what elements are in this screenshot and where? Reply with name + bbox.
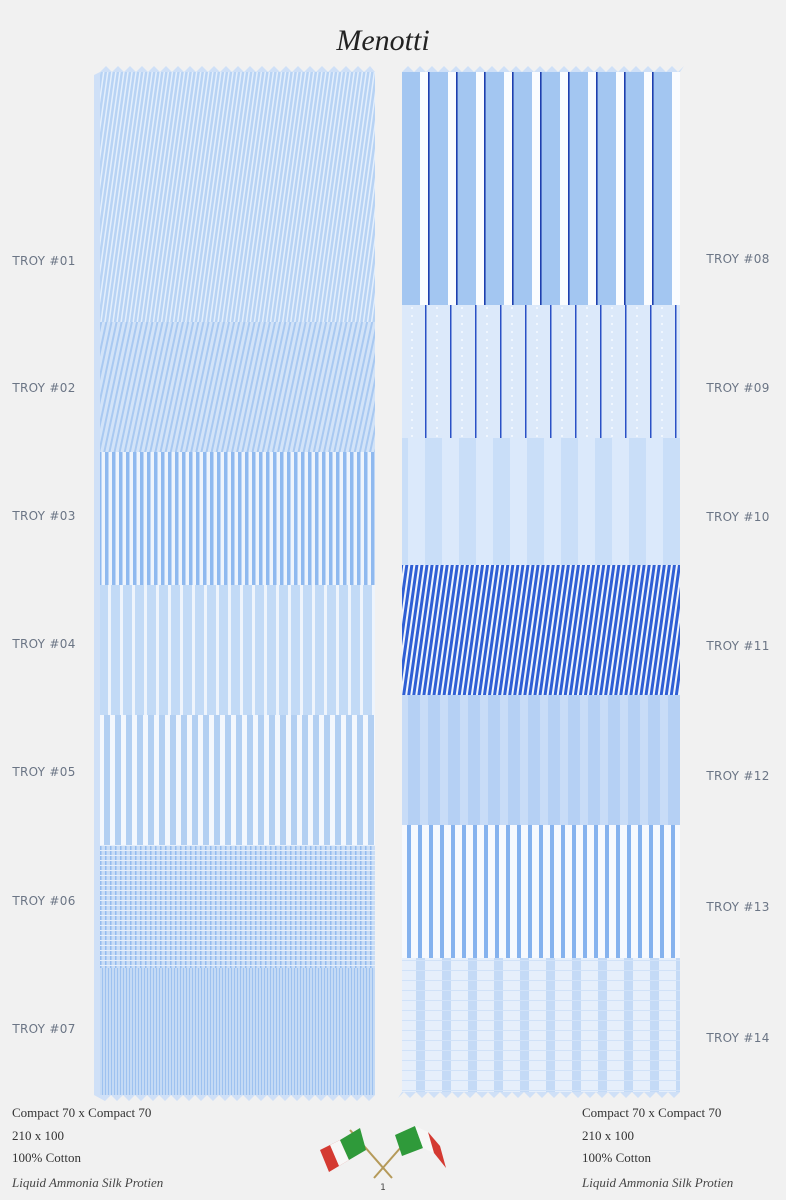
footer-line: 210 x 100: [582, 1128, 634, 1143]
swatch-label: TROY #02: [11, 381, 75, 395]
swatch-label: TROY #08: [705, 252, 769, 266]
swatch: [402, 825, 680, 958]
swatch: [402, 695, 680, 825]
swatch: [100, 72, 375, 322]
swatch-label: TROY #14: [705, 1031, 769, 1045]
footer-line: Liquid Ammonia Silk Protien: [581, 1175, 733, 1190]
swatch-label: TROY #12: [705, 769, 769, 783]
swatch: [402, 72, 680, 305]
swatches: [94, 66, 684, 1101]
footer: Compact 70 x Compact 70 210 x 100 100% Cot…: [11, 1105, 733, 1190]
footer-line: Liquid Ammonia Silk Protien: [11, 1175, 163, 1190]
footer-line: 210 x 100: [12, 1128, 64, 1143]
flags: [320, 1126, 446, 1179]
swatch-label: TROY #13: [705, 900, 769, 914]
swatch-label: TROY #05: [11, 765, 75, 779]
swatch-label: TROY #10: [705, 510, 769, 524]
swatch: [100, 845, 375, 968]
swatch-label: TROY #01: [11, 254, 75, 268]
swatch: [100, 968, 375, 1095]
swatch: [100, 452, 375, 585]
swatch: [100, 715, 375, 845]
swatch-label: TROY #06: [11, 894, 75, 908]
swatch-label: TROY #07: [11, 1022, 75, 1036]
brand-logo: Menotti: [335, 24, 429, 57]
swatch: [402, 565, 680, 695]
swatch-label: TROY #04: [11, 637, 75, 651]
swatch: [100, 585, 375, 715]
swatch-label: TROY #11: [705, 639, 769, 653]
labels: TROY #01 TROY #02 TROY #03 TROY #04 TROY #05…: [11, 252, 769, 1045]
page-number: 1: [380, 1183, 386, 1193]
footer-line: 100% Cotton: [582, 1150, 651, 1165]
footer-line: Compact 70 x Compact 70: [12, 1105, 151, 1120]
swatch-label: TROY #03: [11, 509, 75, 523]
swatch: [402, 305, 680, 438]
swatch-label: TROY #09: [705, 381, 769, 395]
footer-line: 100% Cotton: [12, 1150, 81, 1165]
footer-line: Compact 70 x Compact 70: [582, 1105, 721, 1120]
swatch: [402, 958, 680, 1092]
swatch: [100, 322, 375, 452]
swatch: [402, 438, 680, 565]
